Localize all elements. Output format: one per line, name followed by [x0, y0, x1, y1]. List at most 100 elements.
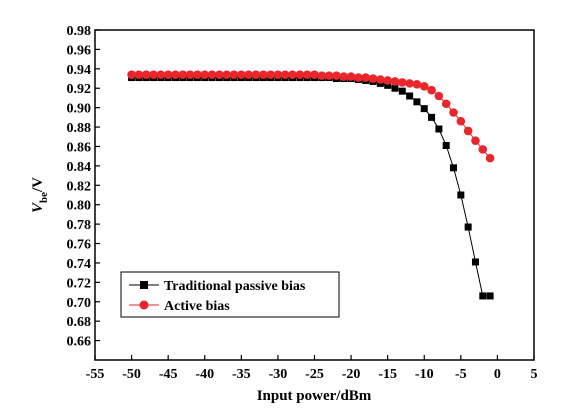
series-0-point-40	[420, 105, 428, 113]
series-1-point-46	[463, 126, 473, 136]
axis-ticks: -55 -50 -45 -40 -35 -30 -25 -20 -15 -10 -5 0 50.660.…	[67, 24, 538, 382]
x-tick-label-7: -20	[342, 367, 361, 382]
series-1-point-6	[171, 70, 180, 79]
series-1-point-12	[215, 70, 224, 79]
series-1-point-45	[456, 116, 466, 126]
y-tick-label-11: 0.88	[67, 121, 92, 136]
y-tick-label-13: 0.92	[67, 82, 92, 97]
svg-text:Vbe/V: Vbe/V	[30, 177, 50, 213]
series-0-point-48	[479, 292, 487, 300]
x-tick-label-8: -15	[378, 367, 397, 382]
y-tick-label-5: 0.76	[67, 238, 92, 253]
y-axis-title-suffix: /V	[30, 177, 46, 193]
y-tick-label-12: 0.90	[67, 102, 92, 117]
series-0-point-44	[450, 164, 458, 172]
series-1-point-33	[368, 74, 378, 83]
series-1-point-14	[229, 70, 239, 79]
series-1-point-32	[361, 73, 371, 82]
series-1-point-43	[441, 99, 451, 109]
legend-marker-active	[139, 300, 149, 310]
series-1-point-37	[398, 78, 407, 87]
series-1-point-18	[258, 70, 268, 79]
series-1-point-1	[134, 70, 144, 79]
series-1-point-48	[478, 145, 488, 154]
series-1-point-35	[383, 76, 392, 85]
x-axis-title: Input power/dBm	[257, 388, 372, 404]
series-1-point-13	[222, 70, 231, 79]
series-1-point-4	[156, 70, 166, 79]
series-1-point-24	[302, 70, 312, 79]
y-tick-label-2: 0.70	[67, 296, 92, 311]
x-tick-label-3: -40	[195, 367, 214, 382]
series-0-point-41	[428, 113, 436, 121]
y-tick-label-10: 0.86	[67, 140, 92, 155]
series-1-point-7	[178, 70, 188, 79]
series-1-point-5	[163, 70, 173, 79]
series-0-line	[131, 77, 491, 297]
legend-label-active: Active bias	[164, 299, 230, 314]
series-1-point-38	[405, 79, 414, 88]
series-1-point-49	[485, 153, 495, 163]
series-1-point-9	[193, 70, 202, 79]
series-1-point-42	[434, 91, 444, 101]
series-1-point-17	[251, 70, 261, 79]
y-tick-label-7: 0.80	[67, 199, 92, 214]
series-1-point-27	[324, 71, 334, 80]
y-tick-label-15: 0.96	[67, 43, 92, 58]
series-1-point-39	[412, 80, 422, 89]
data-series	[127, 70, 495, 300]
y-axis-title: Vbe/V	[30, 177, 50, 213]
series-0-point-35	[384, 81, 392, 89]
x-tick-label-2: -45	[159, 367, 178, 382]
series-0-point-38	[406, 92, 414, 100]
series-1-point-8	[185, 70, 195, 79]
x-tick-label-0: -55	[86, 367, 105, 382]
y-tick-label-0: 0.66	[67, 335, 92, 350]
series-0-point-43	[442, 142, 450, 149]
series-0-point-45	[457, 191, 465, 199]
x-tick-label-6: -25	[305, 367, 324, 382]
series-1-point-36	[390, 77, 400, 86]
x-tick-label-4: -35	[232, 367, 251, 382]
series-0-point-42	[435, 125, 443, 133]
series-0-point-49	[486, 292, 494, 300]
y-tick-label-6: 0.78	[67, 218, 92, 233]
x-tick-label-1: -50	[122, 367, 141, 382]
y-tick-label-9: 0.84	[67, 160, 92, 175]
series-1-point-23	[295, 70, 305, 79]
legend-marker-passive	[140, 281, 148, 289]
legend-label-passive: Traditional passive bias	[164, 279, 306, 294]
y-tick-label-14: 0.94	[67, 63, 92, 78]
series-1-point-40	[419, 81, 429, 91]
y-tick-label-4: 0.74	[67, 257, 92, 272]
series-1-point-44	[449, 108, 458, 117]
series-0	[128, 74, 494, 300]
series-1-point-16	[244, 70, 253, 79]
series-1-point-3	[149, 70, 158, 79]
y-tick-label-3: 0.72	[67, 276, 92, 291]
y-tick-label-8: 0.82	[67, 179, 92, 194]
plot-frame	[94, 29, 535, 361]
series-1-point-10	[200, 70, 210, 79]
x-tick-label-10: -5	[455, 367, 467, 382]
series-1-point-30	[346, 72, 356, 81]
series-1-point-15	[237, 70, 246, 79]
series-1-point-34	[376, 75, 385, 84]
legend: Traditional passive bias Active bias	[120, 271, 340, 318]
series-1-point-19	[266, 70, 275, 79]
series-1-point-28	[332, 71, 341, 80]
y-tick-label-1: 0.68	[67, 315, 92, 330]
series-1-point-2	[141, 70, 151, 79]
series-1-point-25	[310, 70, 319, 79]
series-1-line	[131, 74, 491, 159]
x-tick-label-12: 5	[531, 367, 538, 382]
series-1-point-0	[127, 70, 136, 79]
series-1-point-41	[427, 85, 436, 95]
series-0-point-36	[391, 84, 399, 92]
series-1-point-47	[471, 136, 480, 145]
legend-box	[120, 271, 340, 318]
series-1-point-22	[288, 70, 297, 79]
series-1-point-11	[207, 70, 217, 79]
y-axis-title-sub: be	[38, 192, 50, 203]
